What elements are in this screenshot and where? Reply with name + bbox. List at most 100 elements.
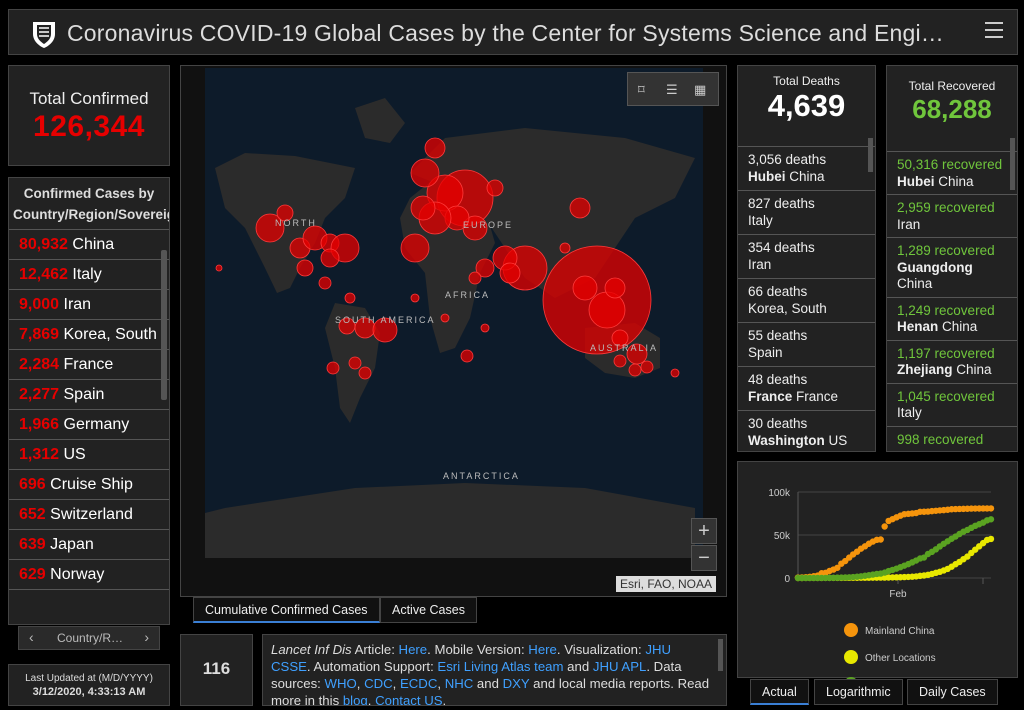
recovered-count: 1,249: [897, 302, 931, 318]
data-point-0: [834, 564, 841, 571]
confirmed-list-heading: Confirmed Cases by Country/Region/Sovere…: [13, 186, 169, 222]
total-deaths-panel: Total Deaths 4,639 3,056 deaths Hubei Chi…: [737, 65, 876, 452]
country-name: Italy: [72, 266, 102, 283]
confirmed-count: 12,462: [19, 266, 68, 283]
label-europe: EUROPE: [463, 220, 513, 230]
country-name: Germany: [63, 416, 130, 433]
total-confirmed-panel: Total Confirmed 126,344: [8, 65, 170, 166]
mobile-version-link[interactable]: Here: [528, 642, 557, 657]
zoom-out-button[interactable]: −: [691, 545, 717, 571]
recovered-country: Iran: [897, 216, 921, 232]
confirmed-list-item[interactable]: 1,966 Germany: [9, 410, 169, 440]
jhu-shield-logo-icon: [33, 22, 55, 48]
article-link[interactable]: Here: [398, 642, 428, 657]
deaths-list-item[interactable]: 3,056 deaths Hubei China: [738, 147, 875, 191]
map-toolbar: ⌑ ☰ ▦: [627, 72, 719, 106]
tab-cumulative-confirmed[interactable]: Cumulative Confirmed Cases: [193, 597, 380, 623]
esri-link[interactable]: Esri Living Atlas team: [437, 659, 564, 674]
confirmed-list-item[interactable]: 2,284 France: [9, 350, 169, 380]
deaths-list-item[interactable]: 48 deaths France France: [738, 367, 875, 411]
info-period: .: [367, 693, 376, 706]
confirmed-list-item[interactable]: 9,000 Iran: [9, 290, 169, 320]
info-article-text: Article:: [351, 642, 399, 657]
country-name: Cruise Ship: [50, 476, 133, 493]
tab-logarithmic[interactable]: Logarithmic: [814, 679, 903, 705]
basemap-gallery-icon[interactable]: ▦: [694, 82, 707, 97]
country-name: Iran: [63, 296, 92, 313]
total-confirmed-value: 126,344: [33, 110, 145, 143]
death-count: 66 deaths: [748, 284, 808, 299]
recovered-list-item[interactable]: 1,249 recovered Henan China: [887, 298, 1017, 341]
legend-list-icon[interactable]: ☰: [666, 82, 678, 97]
map-attribution: Esri, FAO, NOAA: [615, 576, 716, 592]
tab-actual[interactable]: Actual: [750, 679, 809, 705]
info-and-text: and: [473, 676, 503, 691]
confirmed-list-item[interactable]: 629 Norway: [9, 560, 169, 590]
chevron-left-icon[interactable]: ‹: [29, 629, 34, 645]
recovered-list-item[interactable]: 1,045 recovered Italy: [887, 384, 1017, 427]
recovered-list-item[interactable]: 50,316 recovered Hubei China: [887, 152, 1017, 195]
confirmed-list-item[interactable]: 12,462 Italy: [9, 260, 169, 290]
bookmark-icon[interactable]: ⌑: [638, 82, 645, 97]
total-recovered-value: 68,288: [912, 94, 992, 124]
deaths-list-item[interactable]: 66 deaths Korea, South: [738, 279, 875, 323]
country-name: Spain: [63, 386, 105, 403]
confirmed-count: 2,277: [19, 386, 60, 403]
confirmed-list-item[interactable]: 639 Japan: [9, 530, 169, 560]
country-name: China: [72, 236, 115, 253]
recovered-scrollbar[interactable]: [1010, 138, 1015, 190]
chevron-right-icon[interactable]: ›: [144, 629, 149, 645]
lancet-label: Lancet Inf Dis: [271, 642, 352, 657]
contact-us-link[interactable]: Contact US: [375, 693, 443, 706]
recovered-word: recovered: [919, 431, 984, 447]
deaths-list-item[interactable]: 55 deaths Spain: [738, 323, 875, 367]
recovered-list-item[interactable]: 1,197 recovered Zhejiang China: [887, 341, 1017, 384]
tab-daily-cases[interactable]: Daily Cases: [907, 679, 998, 705]
confirmed-list-scrollbar[interactable]: [161, 250, 167, 400]
zoom-in-button[interactable]: +: [691, 518, 717, 544]
info-comma: ,: [356, 676, 365, 691]
data-point-0: [881, 523, 888, 530]
ecdc-link[interactable]: ECDC: [399, 676, 438, 691]
deaths-scrollbar[interactable]: [868, 138, 873, 172]
country-count-value: 116: [202, 659, 231, 678]
jhu-csse-link[interactable]: JHU CSSE: [271, 642, 672, 674]
death-country: Korea, South: [748, 300, 827, 316]
cases-chart: 0 50k 100k Feb Mainland China Other Locations…: [768, 488, 995, 691]
page-title: Coronavirus COVID-19 Global Cases by the…: [67, 20, 945, 46]
confirmed-list-item[interactable]: 7,869 Korea, South: [9, 320, 169, 350]
legend-swatch-1: [844, 650, 858, 664]
label-africa: AFRICA: [445, 290, 490, 300]
confirmed-list-item[interactable]: 1,312 US: [9, 440, 169, 470]
country-name: Norway: [50, 566, 105, 583]
tab-active-cases[interactable]: Active Cases: [380, 597, 477, 623]
confirmed-by-country-panel: Confirmed Cases by Country/Region/Sovere…: [8, 177, 170, 625]
confirmed-list-item[interactable]: 652 Switzerland: [9, 500, 169, 530]
blog-link[interactable]: blog: [342, 693, 368, 706]
recovered-list-item[interactable]: 998 recovered: [887, 427, 1017, 452]
world-map[interactable]: NORTH EUROPE AFRICA SOUTH AMERICA AUSTRA…: [205, 68, 703, 558]
deaths-list-item[interactable]: 354 deaths Iran: [738, 235, 875, 279]
data-point-0: [877, 536, 884, 543]
info-scrollbar[interactable]: [718, 639, 723, 671]
app-header: Coronavirus COVID-19 Global Cases by the…: [8, 9, 1018, 55]
recovered-list-item[interactable]: 1,289 recovered Guangdong China: [887, 238, 1017, 298]
total-recovered-label: Total Recovered: [908, 79, 996, 93]
menu-icon[interactable]: [985, 22, 1003, 38]
deaths-list-item[interactable]: 827 deaths Italy: [738, 191, 875, 235]
confirmed-list-item[interactable]: 696 Cruise Ship: [9, 470, 169, 500]
cases-chart-panel: 0 50k 100k Feb Mainland China Other Locations…: [737, 461, 1018, 691]
cdc-link[interactable]: CDC: [364, 676, 393, 691]
deaths-list-item[interactable]: 30 deaths Washington US: [738, 411, 875, 451]
country-name: US: [63, 446, 86, 463]
info-text: Lancet Inf Dis Article: Here. Mobile Ver…: [271, 641, 710, 706]
confirmed-list-item[interactable]: 2,277 Spain: [9, 380, 169, 410]
death-count: 827 deaths: [748, 196, 815, 211]
recovered-list-item[interactable]: 2,959 recovered Iran: [887, 195, 1017, 238]
jhu-apl-link[interactable]: JHU APL: [592, 659, 647, 674]
who-link[interactable]: WHO: [324, 676, 357, 691]
nhc-link[interactable]: NHC: [444, 676, 474, 691]
country-name: France: [63, 356, 114, 373]
confirmed-list-item[interactable]: 80,932 China: [9, 230, 169, 260]
dxy-link[interactable]: DXY: [502, 676, 530, 691]
